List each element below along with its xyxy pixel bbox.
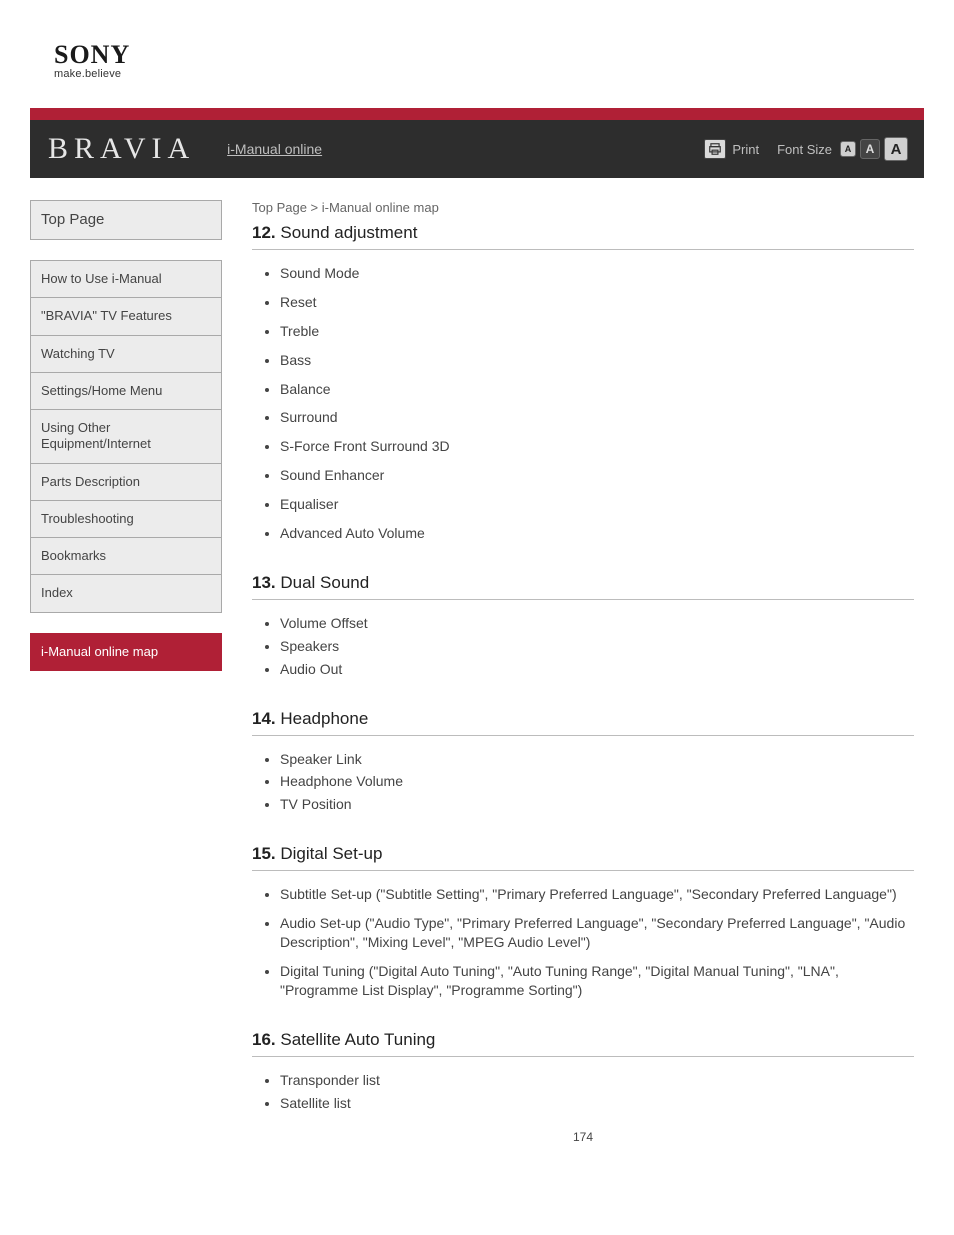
- link-digital-tuning[interactable]: Digital Tuning ("Digital Auto Tuning", "…: [280, 963, 839, 998]
- section-12-title: 12. Sound adjustment: [252, 223, 914, 250]
- sidebar-item-map-active[interactable]: i-Manual online map: [30, 633, 222, 671]
- list-item: Equaliser: [280, 495, 914, 514]
- section-16-name: Satellite Auto Tuning: [280, 1030, 435, 1049]
- list-item: Sound Mode: [280, 264, 914, 283]
- section-15-title: 15. Digital Set-up: [252, 844, 914, 871]
- list-item: Audio Set-up ("Audio Type", "Primary Pre…: [280, 914, 914, 952]
- sidebar-item-other-equipment[interactable]: Using Other Equipment/Internet: [30, 410, 222, 464]
- section-14-number: 14.: [252, 709, 276, 728]
- i-manual-online-link[interactable]: i-Manual online: [227, 141, 322, 157]
- sidebar: Top Page How to Use i-Manual "BRAVIA" TV…: [30, 200, 222, 1144]
- section-13-name: Dual Sound: [280, 573, 369, 592]
- list-item: TV Position: [280, 795, 914, 814]
- section-13-number: 13.: [252, 573, 276, 592]
- sidebar-item-parts[interactable]: Parts Description: [30, 464, 222, 501]
- list-item: Headphone Volume: [280, 772, 914, 791]
- list-item: Reset: [280, 293, 914, 312]
- link-speakers[interactable]: Speakers: [280, 638, 339, 654]
- link-speaker-link[interactable]: Speaker Link: [280, 751, 362, 767]
- link-volume-offset[interactable]: Volume Offset: [280, 615, 368, 631]
- section-12-list: Sound Mode Reset Treble Bass Balance Sur…: [252, 264, 914, 543]
- section-12-name: Sound adjustment: [280, 223, 417, 242]
- font-size-group: Font Size A A A: [777, 137, 908, 161]
- list-item: Transponder list: [280, 1071, 914, 1090]
- brand-title: BRAVIA: [48, 132, 195, 166]
- list-item: Balance: [280, 380, 914, 399]
- sony-logo: SONY make.believe: [54, 40, 924, 80]
- link-bass[interactable]: Bass: [280, 352, 311, 368]
- section-15-number: 15.: [252, 844, 276, 863]
- section-15-list: Subtitle Set-up ("Subtitle Setting", "Pr…: [252, 885, 914, 999]
- list-item: Advanced Auto Volume: [280, 524, 914, 543]
- sidebar-item-troubleshooting[interactable]: Troubleshooting: [30, 501, 222, 538]
- link-sound-enhancer[interactable]: Sound Enhancer: [280, 467, 384, 483]
- logo-tagline: make.believe: [54, 68, 924, 80]
- list-item: Surround: [280, 408, 914, 427]
- link-audio-setup[interactable]: Audio Set-up ("Audio Type", "Primary Pre…: [280, 915, 905, 950]
- section-14-name: Headphone: [280, 709, 368, 728]
- list-item: Volume Offset: [280, 614, 914, 633]
- link-satellite-list[interactable]: Satellite list: [280, 1095, 351, 1111]
- breadcrumb: Top Page > i-Manual online map: [252, 200, 914, 215]
- print-label: Print: [732, 142, 759, 157]
- link-sound-mode[interactable]: Sound Mode: [280, 265, 359, 281]
- list-item: Sound Enhancer: [280, 466, 914, 485]
- font-size-medium-button[interactable]: A: [860, 139, 880, 159]
- sidebar-item-bookmarks[interactable]: Bookmarks: [30, 538, 222, 575]
- header-bar: BRAVIA i-Manual online Print Font Size A…: [30, 120, 924, 178]
- section-15-name: Digital Set-up: [280, 844, 382, 863]
- section-16-title: 16. Satellite Auto Tuning: [252, 1030, 914, 1057]
- list-item: S-Force Front Surround 3D: [280, 437, 914, 456]
- list-item: Speaker Link: [280, 750, 914, 769]
- link-equaliser[interactable]: Equaliser: [280, 496, 338, 512]
- list-item: Digital Tuning ("Digital Auto Tuning", "…: [280, 962, 914, 1000]
- list-item: Satellite list: [280, 1094, 914, 1113]
- link-reset[interactable]: Reset: [280, 294, 317, 310]
- accent-bar: [30, 108, 924, 120]
- list-item: Treble: [280, 322, 914, 341]
- logo-text: SONY: [54, 40, 924, 70]
- main-content: Top Page > i-Manual online map 12. Sound…: [252, 200, 924, 1144]
- printer-icon: [708, 142, 722, 156]
- print-button[interactable]: [704, 139, 726, 159]
- font-size-large-button[interactable]: A: [884, 137, 908, 161]
- section-13-list: Volume Offset Speakers Audio Out: [252, 614, 914, 679]
- section-16-number: 16.: [252, 1030, 276, 1049]
- page-number: 174: [252, 1130, 914, 1144]
- link-auto-volume[interactable]: Advanced Auto Volume: [280, 525, 425, 541]
- link-tv-position[interactable]: TV Position: [280, 796, 352, 812]
- sidebar-item-how-to-use[interactable]: How to Use i-Manual: [30, 260, 222, 298]
- section-14-list: Speaker Link Headphone Volume TV Positio…: [252, 750, 914, 815]
- sidebar-item-index[interactable]: Index: [30, 575, 222, 612]
- section-16-list: Transponder list Satellite list: [252, 1071, 914, 1113]
- section-13-title: 13. Dual Sound: [252, 573, 914, 600]
- sidebar-item-settings[interactable]: Settings/Home Menu: [30, 373, 222, 410]
- list-item: Audio Out: [280, 660, 914, 679]
- link-audio-out[interactable]: Audio Out: [280, 661, 342, 677]
- sidebar-top-page[interactable]: Top Page: [30, 200, 222, 240]
- link-headphone-volume[interactable]: Headphone Volume: [280, 773, 403, 789]
- link-transponder-list[interactable]: Transponder list: [280, 1072, 380, 1088]
- sidebar-item-watching-tv[interactable]: Watching TV: [30, 336, 222, 373]
- link-surround[interactable]: Surround: [280, 409, 338, 425]
- list-item: Subtitle Set-up ("Subtitle Setting", "Pr…: [280, 885, 914, 904]
- list-item: Bass: [280, 351, 914, 370]
- link-sforce[interactable]: S-Force Front Surround 3D: [280, 438, 450, 454]
- section-12-number: 12.: [252, 223, 276, 242]
- font-size-label: Font Size: [777, 142, 832, 157]
- font-size-small-button[interactable]: A: [840, 141, 856, 157]
- link-treble[interactable]: Treble: [280, 323, 319, 339]
- sidebar-item-features[interactable]: "BRAVIA" TV Features: [30, 298, 222, 335]
- section-14-title: 14. Headphone: [252, 709, 914, 736]
- list-item: Speakers: [280, 637, 914, 656]
- link-balance[interactable]: Balance: [280, 381, 331, 397]
- link-subtitle-setup[interactable]: Subtitle Set-up ("Subtitle Setting", "Pr…: [280, 886, 897, 902]
